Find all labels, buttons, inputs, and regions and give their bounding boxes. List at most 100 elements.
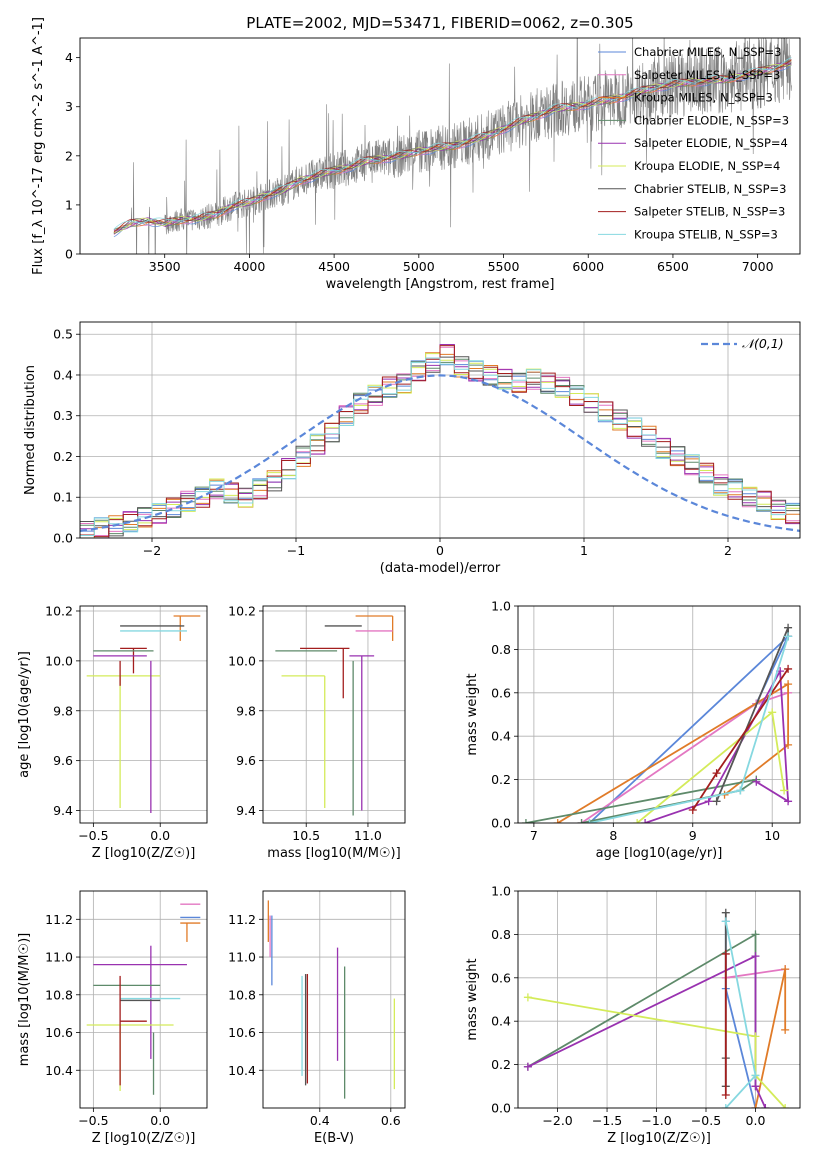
series-line (754, 968, 787, 1108)
residuals-xtick-label: 1 (580, 543, 588, 558)
mass_vs_EBV-ytick-label: 10.8 (228, 987, 256, 1002)
age_vs_mass-frame (262, 605, 406, 824)
mass_vs_Z-ytick-label: 11.0 (45, 950, 73, 965)
series-marker (781, 1025, 790, 1034)
massweight_vs_age-xtick-label: 9 (689, 828, 697, 843)
massweight_vs_Z-ytick-label: 0.6 (491, 970, 511, 985)
legend-label: Salpeter STELIB, N_SSP=3 (634, 205, 785, 219)
histogram-step-line (80, 357, 800, 538)
age_vs_mass-panel: 10.5 11.0 9.4 9.6 9.8 10.0 10.2 mass [log10(M/M… (228, 603, 406, 861)
massweight_vs_Z-ytick-label: 0.4 (491, 1014, 511, 1029)
series-marker (781, 965, 790, 974)
massweight_vs_age-ylabel: mass weight (465, 673, 480, 755)
residuals-ytick-label: 0.1 (53, 490, 73, 505)
age_vs_Z-plot-area (86, 615, 201, 814)
model-spectrum-line (113, 62, 792, 235)
series-marker (752, 777, 761, 786)
massweight_vs_age-frame (517, 605, 801, 824)
series-marker (784, 680, 793, 689)
residuals-xtick-label: 0 (436, 543, 444, 558)
mass_vs_EBV-panel: 0.4 0.6 10.4 10.6 10.8 11.0 11.2 E(B-V) (228, 890, 406, 1146)
age_vs_Z-ytick-label: 9.6 (53, 753, 73, 768)
spectrum-xtick-label: 5000 (403, 259, 435, 274)
series-marker (751, 1071, 760, 1080)
legend-label: Kroupa ELODIE, N_SSP=4 (634, 159, 780, 173)
massweight_vs_Z-xtick-label: −1.0 (641, 1113, 671, 1128)
model-spectrum-line (113, 60, 792, 232)
age_vs_mass-ytick-label: 10.0 (228, 653, 256, 668)
mass_vs_EBV-ytick-label: 11.0 (228, 950, 256, 965)
residuals-plot-area (80, 344, 800, 538)
series-marker (721, 1090, 730, 1099)
massweight_vs_age-ytick-label: 0.8 (491, 642, 511, 657)
mass_vs_EBV-ytick-label: 10.6 (228, 1025, 256, 1040)
spectrum-xtick-label: 6500 (657, 259, 689, 274)
residuals-xlabel: (data-model)/error (380, 561, 501, 576)
massweight_vs_Z-xtick-label: −1.5 (592, 1113, 622, 1128)
age_vs_mass-xlabel: mass [log10(M/M☉)] (267, 846, 400, 861)
mass_vs_Z-xtick-label: −0.5 (78, 1113, 108, 1128)
age_vs_Z-ytick-label: 10.2 (45, 603, 73, 618)
series-marker (712, 769, 721, 778)
massweight_vs_age-ytick-label: 0.6 (491, 685, 511, 700)
histogram-step-line (80, 345, 800, 538)
legend-label: Salpeter MILES, N_SSP=3 (634, 68, 780, 82)
massweight_vs_age-ytick-label: 1.0 (491, 599, 511, 614)
residuals-ytick-label: 0.4 (53, 367, 73, 382)
age_vs_mass-xtick-label: 10.5 (292, 828, 320, 843)
series-marker (780, 786, 789, 795)
residuals-ylabel: Normed distribution (23, 365, 38, 495)
massweight_vs_age-ytick-label: 0.2 (491, 772, 511, 787)
series-line (557, 682, 789, 823)
age_vs_Z-xlabel: Z [log10(Z/Z☉)] (92, 846, 196, 861)
massweight_vs_age-xlabel: age [log10(age/yr)] (596, 846, 723, 861)
massweight_vs_Z-xlabel: Z [log10(Z/Z☉)] (607, 1131, 711, 1146)
series-marker (577, 819, 586, 823)
series-line (527, 932, 757, 1087)
age_vs_Z-ytick-label: 9.8 (53, 703, 73, 718)
series-marker (523, 993, 532, 1002)
spectrum-xtick-label: 3500 (149, 259, 181, 274)
spectrum-ytick-label: 3 (65, 99, 73, 114)
series-marker (751, 1032, 760, 1041)
series-marker (523, 1062, 532, 1071)
mass_vs_EBV-ytick-label: 11.2 (228, 912, 256, 927)
series-marker (784, 797, 793, 806)
mass_vs_Z-ylabel: mass [log10(M/M☉)] (17, 933, 32, 1066)
spectrum-ytick-label: 1 (65, 197, 73, 212)
residuals-xtick-label: 2 (724, 543, 732, 558)
massweight_vs_age-panel: 7 8 9 10 0.0 0.2 0.4 0.6 0.8 1.0 age [log10(age/yr… (465, 599, 801, 861)
legend-label: Chabrier ELODIE, N_SSP=3 (634, 113, 789, 127)
age_vs_mass-ytick-label: 9.6 (236, 753, 256, 768)
age_vs_mass-ytick-label: 9.4 (236, 803, 256, 818)
model-spectrum-line (113, 64, 792, 233)
age_vs_mass-xtick-label: 11.0 (354, 828, 382, 843)
spectrum-xtick-label: 5500 (488, 259, 520, 274)
age_vs_mass-plot-area (275, 615, 394, 816)
mass_vs_EBV-xtick-label: 0.4 (310, 1113, 330, 1128)
series-marker (751, 1104, 760, 1108)
series-line (527, 954, 767, 1108)
series-marker (521, 819, 530, 823)
series-marker (721, 917, 730, 926)
spectrum-ytick-label: 2 (65, 148, 73, 163)
series-marker (721, 908, 730, 917)
series-marker (784, 623, 793, 632)
mass_vs_EBV-frame (262, 890, 406, 1109)
figure-title: PLATE=2002, MJD=53471, FIBERID=0062, z=0… (246, 14, 633, 32)
residuals-panel: −2 −1 0 1 2 0.0 0.1 0.2 0.3 0.4 0.5 (data-model)/er… (23, 321, 801, 576)
mass_vs_Z-ytick-label: 10.4 (45, 1063, 73, 1078)
series-marker (781, 1104, 790, 1108)
massweight_vs_Z-panel: −2.0 −1.5 −1.0 −0.5 0.0 0.0 0.2 0.4 0.6 0.8 1.0 Z [… (465, 884, 801, 1146)
residuals-ytick-label: 0.0 (53, 531, 73, 546)
mass_vs_Z-panel: −0.5 0.0 10.4 10.6 10.8 11.0 11.2 Z [log10(Z/Z☉… (17, 890, 208, 1146)
series-marker (688, 805, 697, 814)
massweight_vs_Z-ytick-label: 0.0 (491, 1101, 511, 1116)
series-marker (784, 664, 793, 673)
residuals-xtick-label: −1 (287, 543, 305, 558)
age_vs_Z-ytick-label: 10.0 (45, 653, 73, 668)
residuals-ytick-label: 0.5 (53, 327, 73, 342)
series-marker (784, 632, 793, 641)
series-marker (553, 819, 562, 823)
